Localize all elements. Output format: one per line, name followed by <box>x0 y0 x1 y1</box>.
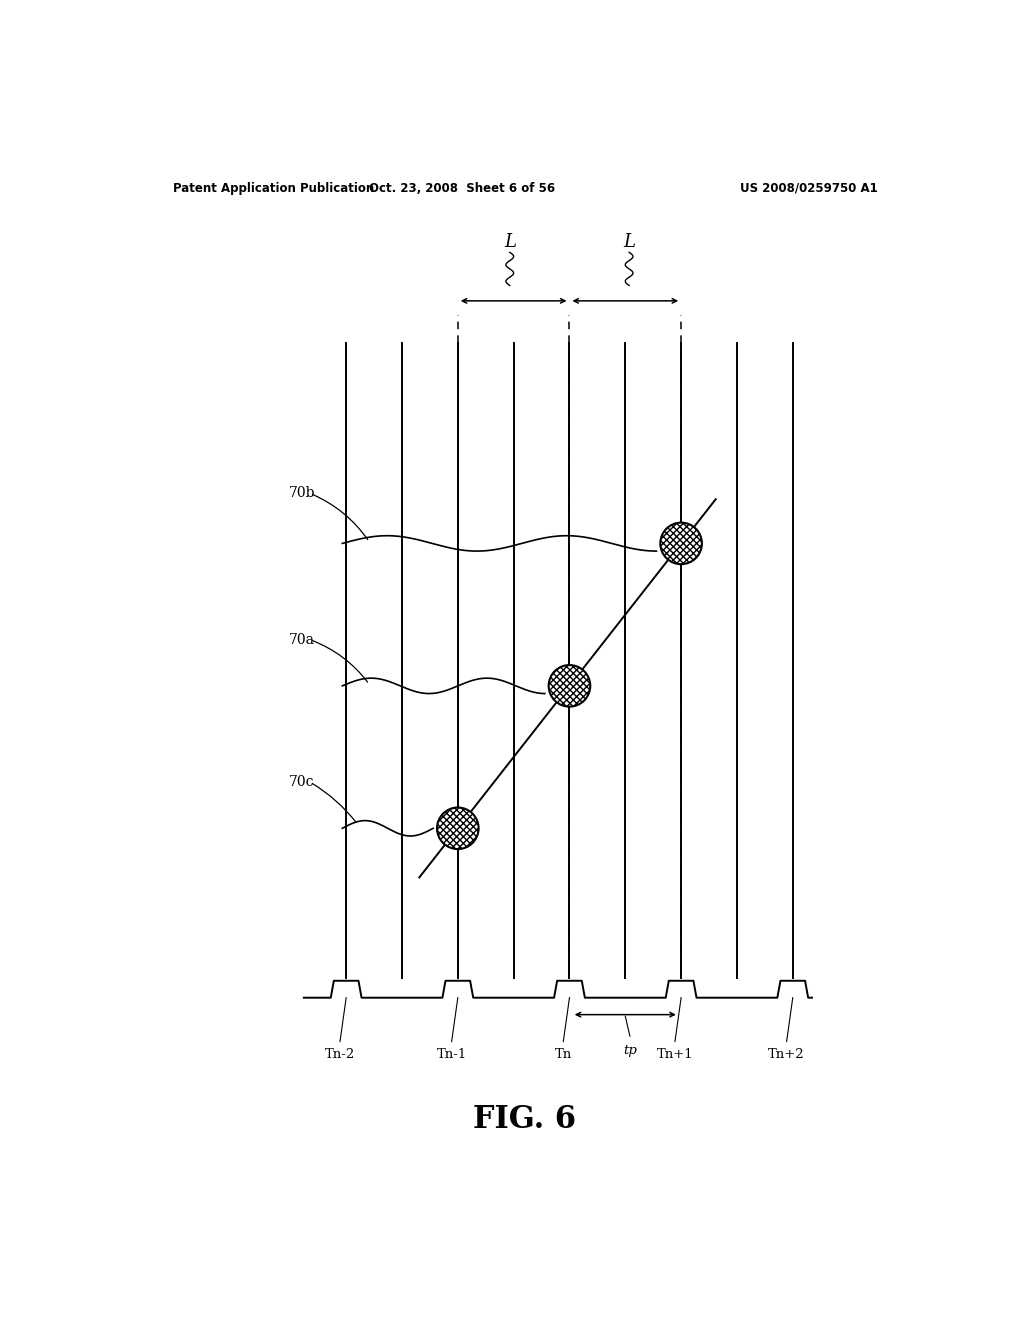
Text: US 2008/0259750 A1: US 2008/0259750 A1 <box>739 182 878 194</box>
Text: FIG. 6: FIG. 6 <box>473 1104 577 1135</box>
Circle shape <box>437 808 478 849</box>
Text: 70a: 70a <box>289 632 314 647</box>
Text: Tn+2: Tn+2 <box>768 1048 805 1061</box>
Text: 70b: 70b <box>289 486 315 500</box>
Circle shape <box>660 523 701 564</box>
Text: L: L <box>624 232 635 251</box>
Circle shape <box>549 665 590 706</box>
Text: Tn-1: Tn-1 <box>436 1048 467 1061</box>
Text: Patent Application Publication: Patent Application Publication <box>173 182 374 194</box>
Text: Tn+1: Tn+1 <box>656 1048 693 1061</box>
Text: Tn: Tn <box>555 1048 572 1061</box>
Text: tp: tp <box>623 1044 637 1057</box>
Text: 70c: 70c <box>289 775 314 789</box>
Text: L: L <box>504 232 516 251</box>
Text: Tn-2: Tn-2 <box>325 1048 355 1061</box>
Text: Oct. 23, 2008  Sheet 6 of 56: Oct. 23, 2008 Sheet 6 of 56 <box>369 182 555 194</box>
